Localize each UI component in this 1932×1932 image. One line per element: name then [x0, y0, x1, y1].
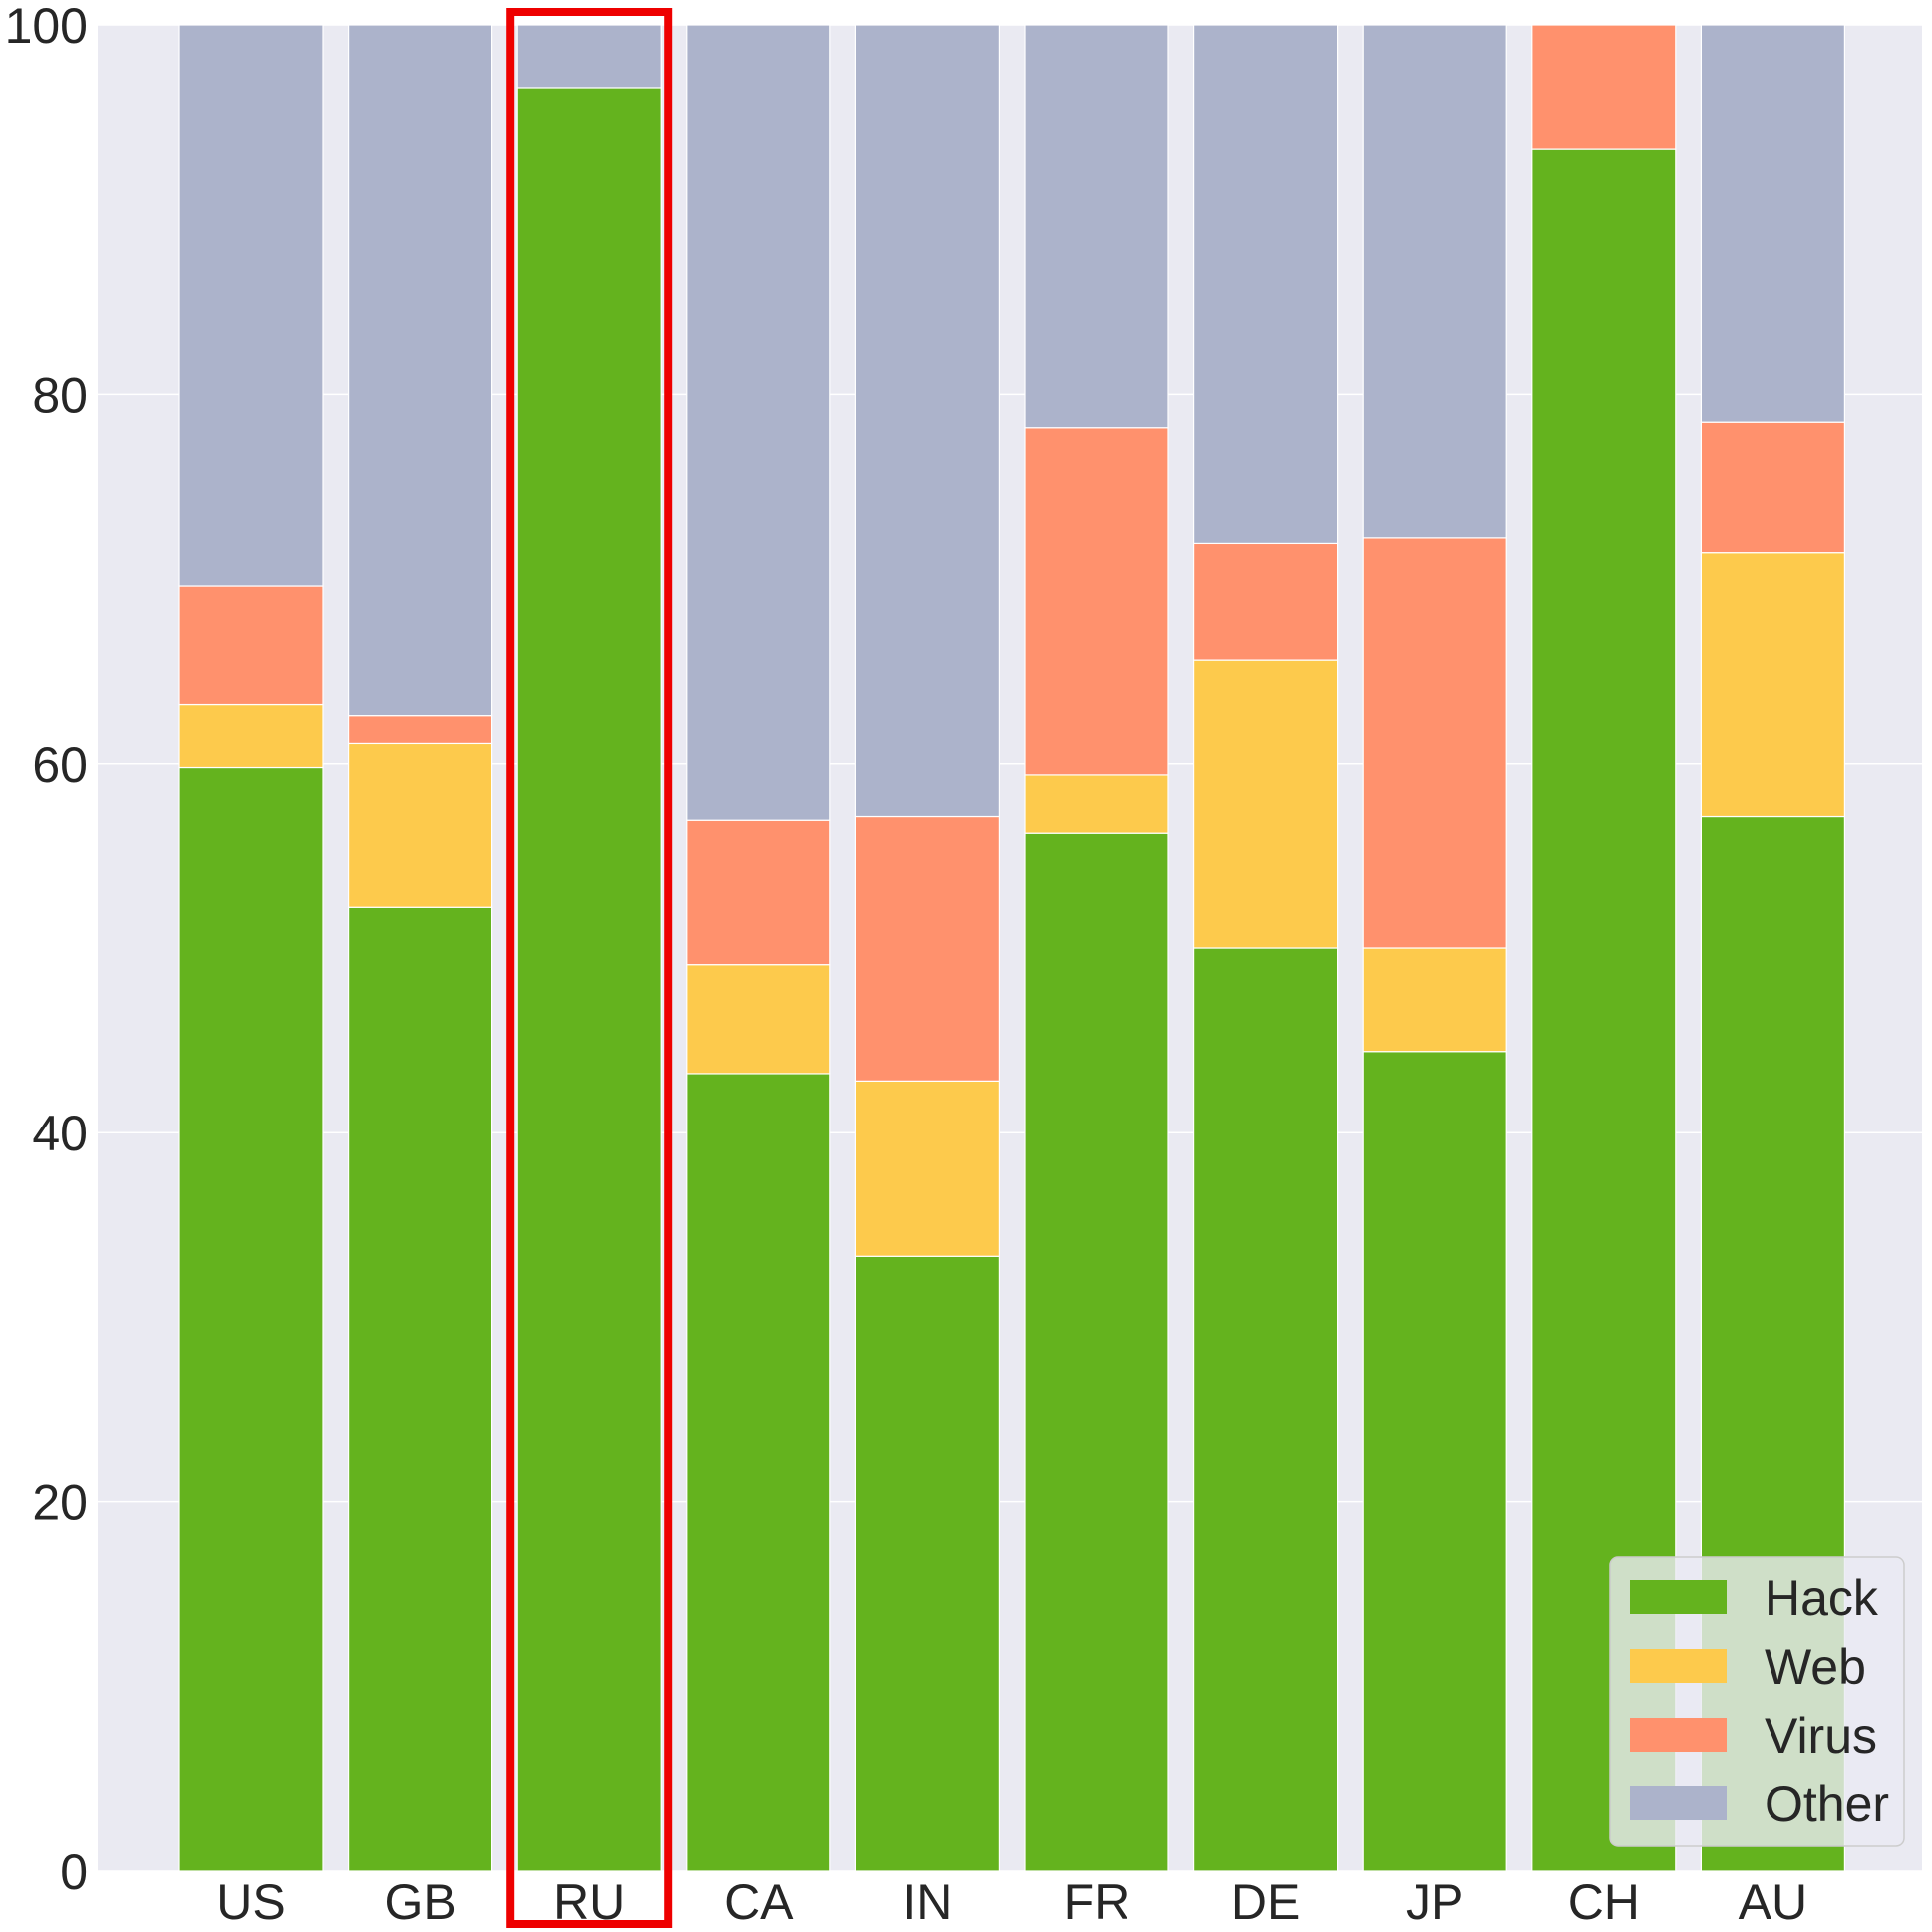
legend-label-other: Other: [1765, 1776, 1889, 1832]
x-tick-label: GB: [384, 1874, 456, 1930]
x-tick-label: FR: [1064, 1874, 1130, 1930]
bar-de-hack: [1192, 947, 1339, 1872]
legend-label-virus: Virus: [1765, 1708, 1877, 1764]
bar-au-web: [1700, 552, 1846, 818]
bar-ru-other: [516, 24, 662, 89]
bar-gb-virus: [348, 715, 493, 745]
x-tick-label: IN: [902, 1874, 952, 1930]
bar-ca-web: [686, 964, 831, 1075]
bar-fr-hack: [1024, 832, 1169, 1872]
bar-jp-web: [1362, 947, 1507, 1053]
bar-de-web: [1192, 659, 1339, 949]
y-tick-label: 60: [32, 737, 88, 793]
legend-frame: [1609, 1556, 1905, 1847]
bar-in-other: [854, 24, 1001, 818]
y-tick-label: 100: [5, 0, 88, 54]
bar-gb-other: [348, 24, 493, 717]
bar-de-other: [1192, 24, 1339, 545]
x-tick-label: DE: [1231, 1874, 1300, 1930]
bar-ru-hack: [516, 87, 662, 1872]
legend: Hack Web Virus Other: [1609, 1556, 1905, 1847]
x-axis-ticks: US GB RU CA IN FR DE JP CH AU: [216, 1874, 1807, 1930]
bar-us-other: [178, 24, 324, 587]
x-tick-label: US: [216, 1874, 285, 1930]
y-tick-label: 0: [60, 1844, 88, 1900]
x-tick-label: JP: [1406, 1874, 1463, 1930]
bar-jp-virus: [1362, 537, 1507, 949]
bar-in-virus: [854, 815, 1001, 1082]
highlight-box: [506, 8, 673, 1928]
legend-swatch-virus: [1630, 1718, 1727, 1752]
bar-de-virus: [1192, 542, 1339, 661]
legend-swatch-web: [1630, 1649, 1727, 1683]
y-tick-label: 40: [32, 1106, 88, 1161]
highlight-rectangle: [506, 8, 673, 1928]
legend-swatch-other: [1630, 1786, 1727, 1820]
bar-fr-other: [1024, 24, 1169, 429]
x-tick-label: CH: [1568, 1874, 1640, 1930]
x-tick-label: CA: [724, 1874, 794, 1930]
bar-in-web: [854, 1080, 1001, 1257]
y-tick-label: 20: [32, 1475, 88, 1531]
bar-gb-web: [348, 742, 493, 908]
y-tick-label: 80: [32, 367, 88, 423]
legend-label-web: Web: [1765, 1639, 1866, 1695]
bar-us-virus: [178, 585, 324, 706]
bar-au-virus: [1700, 421, 1846, 554]
legend-label-hack: Hack: [1765, 1570, 1879, 1626]
bar-in-hack: [854, 1255, 1001, 1872]
legend-swatch-hack: [1630, 1580, 1727, 1614]
bar-ca-hack: [686, 1073, 831, 1872]
bar-fr-virus: [1024, 427, 1169, 776]
bar-us-hack: [178, 766, 324, 1872]
bar-jp-other: [1362, 24, 1507, 539]
bar-ca-other: [686, 24, 831, 821]
bar-fr-web: [1024, 774, 1169, 834]
bar-ca-virus: [686, 819, 831, 966]
y-axis-ticks: 0 20 40 60 80 100: [5, 0, 88, 1900]
bar-gb-hack: [348, 906, 493, 1872]
bar-us-web: [178, 703, 324, 769]
bar-jp-hack: [1362, 1051, 1507, 1872]
bar-au-other: [1700, 24, 1846, 423]
x-tick-label: AU: [1739, 1874, 1807, 1930]
bar-ch-virus: [1531, 24, 1677, 150]
